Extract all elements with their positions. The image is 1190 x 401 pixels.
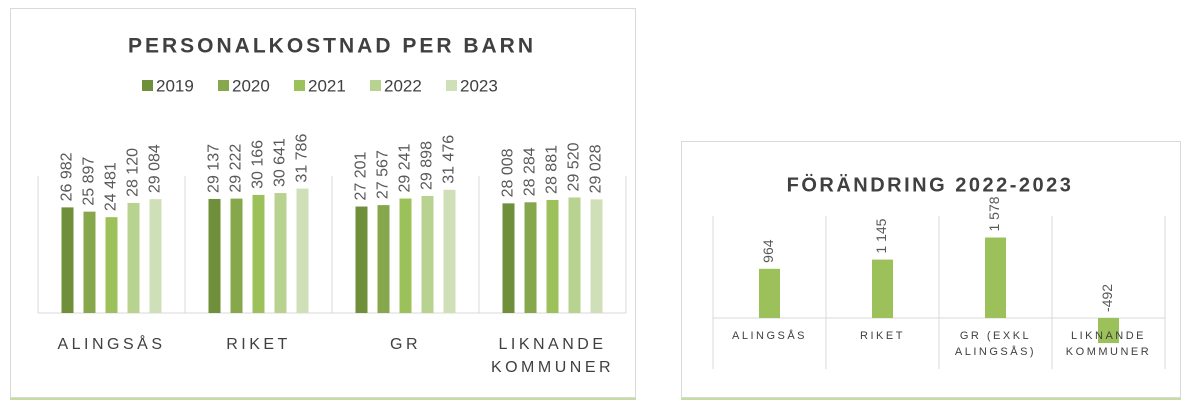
- bar: [524, 202, 537, 313]
- bar: [149, 199, 162, 313]
- data-label: 28 120: [125, 148, 142, 197]
- bar: [1098, 318, 1119, 344]
- data-label: 25 897: [81, 157, 98, 206]
- legend-swatch: [218, 80, 229, 91]
- bar: [230, 198, 243, 313]
- legend-swatch: [446, 80, 457, 91]
- x-tick-label: ALINGSÅS: [57, 336, 166, 353]
- legend-label: 2020: [232, 76, 270, 95]
- data-label: 26 982: [59, 152, 76, 201]
- bar: [985, 237, 1006, 318]
- data-label: 31 786: [294, 134, 311, 183]
- bar: [546, 199, 559, 313]
- legend-label: 2022: [384, 76, 422, 95]
- data-label: 29 898: [419, 141, 436, 190]
- bar: [872, 259, 893, 318]
- data-label: 28 008: [500, 148, 517, 197]
- data-label: 29 028: [588, 144, 605, 193]
- data-label: 28 881: [544, 145, 561, 194]
- data-label: 31 476: [441, 135, 458, 184]
- bar: [61, 207, 74, 313]
- bar: [502, 203, 515, 313]
- data-label: 29 222: [228, 144, 245, 193]
- data-label: 28 284: [522, 147, 539, 196]
- bar: [377, 205, 390, 313]
- legend-swatch: [294, 80, 305, 91]
- bar: [355, 206, 368, 313]
- legend-swatch: [370, 80, 381, 91]
- chart-title: FÖRÄNDRING 2022-2023: [787, 173, 1074, 196]
- data-label: 964: [760, 239, 776, 263]
- x-tick-label: GR: [390, 336, 421, 353]
- bar: [252, 194, 265, 313]
- data-label: 29 137: [206, 144, 223, 193]
- bar: [296, 188, 309, 313]
- bar: [399, 198, 412, 313]
- bar: [443, 189, 456, 313]
- bar: [208, 198, 221, 313]
- legend-label: 2019: [156, 76, 194, 95]
- x-tick-label: RIKET: [226, 336, 291, 353]
- data-label: 27 201: [353, 151, 370, 200]
- data-label: 29 084: [147, 144, 164, 193]
- data-label: 1 145: [873, 218, 889, 253]
- bar: [590, 199, 603, 313]
- bar: [83, 211, 96, 313]
- legend-swatch: [142, 80, 153, 91]
- data-label: -492: [1099, 284, 1115, 312]
- bar: [568, 197, 581, 313]
- x-tick-label: GR (EXKL ALINGSÅS): [954, 330, 1037, 358]
- data-label: 29 520: [566, 142, 583, 191]
- bar: [759, 268, 780, 318]
- data-label: 1 578: [986, 196, 1002, 231]
- data-label: 29 241: [397, 144, 414, 193]
- legend-label: 2023: [460, 76, 498, 95]
- legend-label: 2021: [308, 76, 346, 95]
- data-label: 24 481: [103, 162, 120, 211]
- x-tick-label: LIKNANDE KOMMUNER: [1065, 330, 1152, 358]
- x-tick-label: LIKNANDE KOMMUNER: [490, 336, 615, 377]
- data-label: 27 567: [375, 150, 392, 199]
- bar: [421, 195, 434, 313]
- data-label: 30 166: [250, 140, 267, 189]
- bar: [105, 217, 118, 313]
- x-tick-label: ALINGSÅS: [731, 330, 808, 342]
- chart-title: PERSONALKOSTNAD PER BARN: [128, 35, 536, 58]
- bar: [127, 202, 140, 313]
- x-tick-label: RIKET: [860, 330, 905, 342]
- data-label: 30 641: [272, 138, 289, 187]
- bar: [274, 193, 287, 313]
